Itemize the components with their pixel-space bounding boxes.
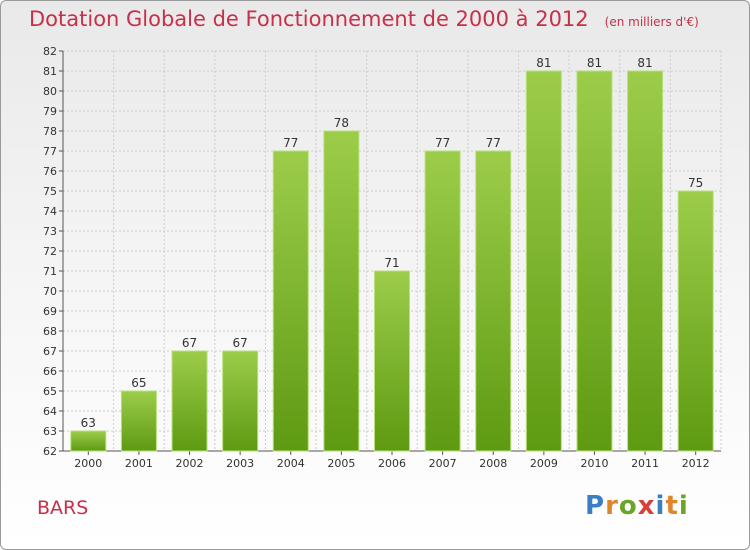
x-tick-label-2001: 2001 <box>125 457 153 470</box>
y-tick-label-68: 68 <box>43 325 57 338</box>
bar-2004 <box>272 150 309 452</box>
chart-subtitle: (en milliers d'€) <box>604 15 699 29</box>
value-label-2007: 77 <box>435 136 450 150</box>
value-label-2004: 77 <box>283 136 298 150</box>
value-label-2002: 67 <box>182 336 197 350</box>
bar-2006 <box>374 270 410 452</box>
x-tick-label-2012: 2012 <box>682 457 710 470</box>
bar-2008 <box>475 150 512 452</box>
commune-name: BARS <box>37 497 89 519</box>
x-tick-label-2007: 2007 <box>429 457 457 470</box>
value-label-2010: 81 <box>587 56 602 70</box>
bars <box>70 70 714 452</box>
y-tick-label-81: 81 <box>43 65 57 78</box>
x-tick-label-2010: 2010 <box>580 457 608 470</box>
labels: 63 65 67 67 77 78 71 77 77 81 81 81 75 <box>81 56 704 430</box>
y-tick-label-64: 64 <box>43 405 57 418</box>
proxiti-logo[interactable]: Proxiti <box>585 491 689 521</box>
bar-2000 <box>70 430 107 452</box>
value-label-2011: 81 <box>637 56 652 70</box>
x-tick-label-2003: 2003 <box>226 457 254 470</box>
logo-letter: i <box>655 491 666 521</box>
value-label-2001: 65 <box>131 376 146 390</box>
value-label-2005: 78 <box>334 116 349 130</box>
axes: 62 63 64 65 66 67 68 69 70 71 72 73 74 75 76 77 78 79 80 81… <box>43 45 721 470</box>
value-label-2000: 63 <box>81 416 96 430</box>
x-tick-label-2009: 2009 <box>530 457 558 470</box>
chart-title-row: Dotation Globale de Fonctionnement de 20… <box>29 7 699 31</box>
y-tick-label-80: 80 <box>43 85 57 98</box>
value-label-2006: 71 <box>384 256 399 270</box>
x-tick-label-2002: 2002 <box>176 457 204 470</box>
y-tick-label-70: 70 <box>43 285 57 298</box>
bar-2001 <box>120 390 157 452</box>
y-tick-label-69: 69 <box>43 305 57 318</box>
value-label-2009: 81 <box>536 56 551 70</box>
x-tick-label-2004: 2004 <box>277 457 305 470</box>
y-tick-label-82: 82 <box>43 45 57 58</box>
logo-letter: o <box>618 491 638 521</box>
chart-title: Dotation Globale de Fonctionnement de 20… <box>29 7 589 31</box>
logo-letter: t <box>665 491 679 521</box>
logo-letter: r <box>605 491 619 521</box>
y-tick-label-71: 71 <box>43 265 57 278</box>
logo-letter: P <box>585 491 606 521</box>
bar-2011 <box>627 70 664 452</box>
y-tick-label-72: 72 <box>43 245 57 258</box>
x-tick-label-2011: 2011 <box>631 457 659 470</box>
x-tick-label-2000: 2000 <box>74 457 102 470</box>
y-tick-label-73: 73 <box>43 225 57 238</box>
bar-2002 <box>171 350 208 452</box>
y-tick-label-78: 78 <box>43 125 57 138</box>
logo-letter: i <box>678 491 689 521</box>
y-tick-label-65: 65 <box>43 385 57 398</box>
bar-2012 <box>677 190 714 452</box>
bar-2009 <box>525 70 562 452</box>
bar-2007 <box>424 150 461 452</box>
y-tick-label-63: 63 <box>43 425 57 438</box>
x-tick-label-2006: 2006 <box>378 457 406 470</box>
y-tick-label-76: 76 <box>43 165 57 178</box>
bar-2005 <box>323 130 360 452</box>
y-tick-label-66: 66 <box>43 365 57 378</box>
y-tick-label-77: 77 <box>43 145 57 158</box>
y-tick-label-79: 79 <box>43 105 57 118</box>
bar-2003 <box>222 350 259 452</box>
value-label-2012: 75 <box>688 176 703 190</box>
bar-2010 <box>576 70 613 452</box>
value-label-2008: 77 <box>486 136 501 150</box>
y-tick-label-67: 67 <box>43 345 57 358</box>
x-tick-label-2008: 2008 <box>479 457 507 470</box>
y-tick-label-75: 75 <box>43 185 57 198</box>
y-tick-label-62: 62 <box>43 445 57 458</box>
value-label-2003: 67 <box>233 336 248 350</box>
x-tick-label-2005: 2005 <box>327 457 355 470</box>
y-tick-label-74: 74 <box>43 205 57 218</box>
logo-letter: x <box>637 491 656 521</box>
